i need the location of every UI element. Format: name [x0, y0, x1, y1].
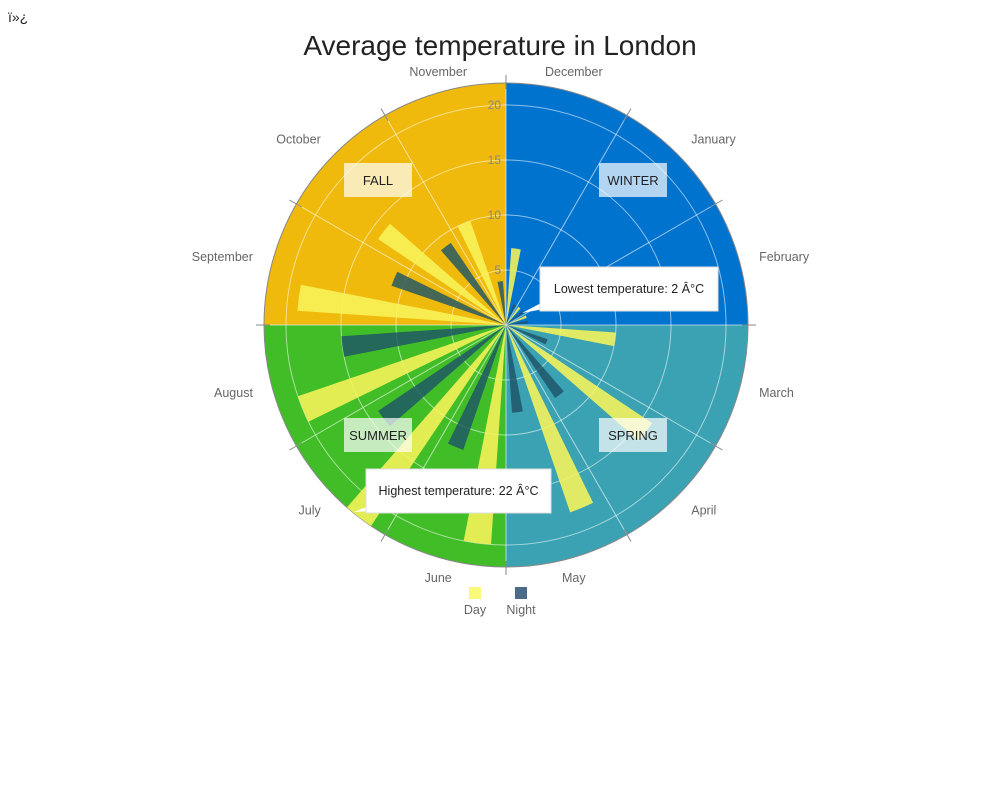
season-label-box: [344, 163, 412, 197]
night-bar-october: [440, 242, 506, 325]
angular-tick: [380, 529, 389, 542]
season-label-text: SUMMER: [349, 428, 407, 443]
angular-tick: [623, 108, 632, 121]
callout-text: Highest temperature: 22 Â°C: [379, 483, 539, 498]
day-bar-february: [506, 315, 527, 325]
season-label-box: [344, 418, 412, 452]
day-bar-march: [506, 325, 616, 347]
season-label-text: WINTER: [607, 173, 658, 188]
night-bar-february: [506, 320, 528, 325]
day-bar-april: [506, 325, 653, 441]
angular-gridline: [384, 115, 507, 326]
callout-box: [539, 266, 719, 312]
night-bar-november: [497, 281, 506, 325]
encoding-artifact-text: ï»¿: [8, 9, 29, 25]
angular-gridline: [505, 324, 716, 447]
month-label-december: December: [545, 65, 603, 79]
angular-tick: [380, 108, 389, 121]
angular-gridline: [296, 203, 507, 326]
legend-swatch: [469, 587, 481, 599]
angular-tick: [289, 442, 302, 451]
night-bar-may: [506, 325, 523, 413]
callout-text: Lowest temperature: 2 Â°C: [554, 281, 704, 296]
season-label-summer: SUMMER: [344, 418, 412, 452]
month-label-march: March: [759, 386, 794, 400]
month-label-february: February: [759, 250, 810, 264]
season-label-text: FALL: [363, 173, 393, 188]
angular-tick: [623, 529, 632, 542]
month-label-september: September: [192, 250, 253, 264]
radial-tick-label: 20: [488, 98, 502, 112]
season-sector-winter: [506, 83, 748, 325]
angular-tick: [710, 442, 723, 451]
season-sector-fall: [264, 83, 506, 325]
season-label-fall: FALL: [344, 163, 412, 197]
angular-tick: [710, 199, 723, 208]
night-bar-april: [506, 325, 564, 399]
angular-gridline: [505, 115, 628, 326]
month-label-january: January: [691, 133, 736, 147]
day-bar-october: [378, 223, 506, 325]
night-bar-march: [506, 325, 548, 345]
angular-tick: [289, 199, 302, 208]
callout-box: [365, 468, 552, 514]
month-label-april: April: [691, 503, 716, 517]
legend-item-night: Night: [506, 587, 536, 617]
angular-gridline: [296, 324, 507, 447]
chart-title: Average temperature in London: [303, 30, 697, 61]
radial-tick-label: 15: [488, 153, 502, 167]
night-bar-december: [506, 304, 516, 325]
day-bar-september: [297, 284, 506, 325]
night-bar-august: [341, 325, 506, 357]
season-label-winter: WINTER: [599, 163, 667, 197]
highest-temperature-callout: Highest temperature: 22 Â°C: [354, 468, 552, 514]
season-label-text: SPRING: [608, 428, 658, 443]
lowest-temperature-callout: Lowest temperature: 2 Â°C: [522, 266, 719, 313]
day-bar-may: [506, 325, 594, 513]
legend-swatch: [515, 587, 527, 599]
day-bar-august: [297, 325, 506, 422]
angular-gridline: [505, 324, 628, 535]
day-bar-january: [506, 306, 521, 325]
month-label-july: July: [299, 503, 322, 517]
day-bar-november: [457, 220, 506, 325]
night-bar-june: [447, 325, 506, 450]
night-bar-january: [506, 310, 525, 325]
month-label-august: August: [214, 386, 253, 400]
month-label-june: June: [425, 571, 452, 585]
legend-label: Night: [506, 603, 536, 617]
radial-tick-label: 5: [494, 263, 501, 277]
radial-tick-label: 10: [488, 208, 502, 222]
night-bar-july: [378, 325, 506, 427]
month-label-may: May: [562, 571, 586, 585]
season-label-box: [599, 418, 667, 452]
night-bar-september: [391, 271, 506, 325]
month-label-november: November: [409, 65, 467, 79]
season-label-box: [599, 163, 667, 197]
season-label-spring: SPRING: [599, 418, 667, 452]
legend-label: Day: [464, 603, 487, 617]
month-label-october: October: [276, 133, 320, 147]
day-bar-december: [506, 248, 521, 325]
legend-item-day: Day: [464, 587, 487, 617]
